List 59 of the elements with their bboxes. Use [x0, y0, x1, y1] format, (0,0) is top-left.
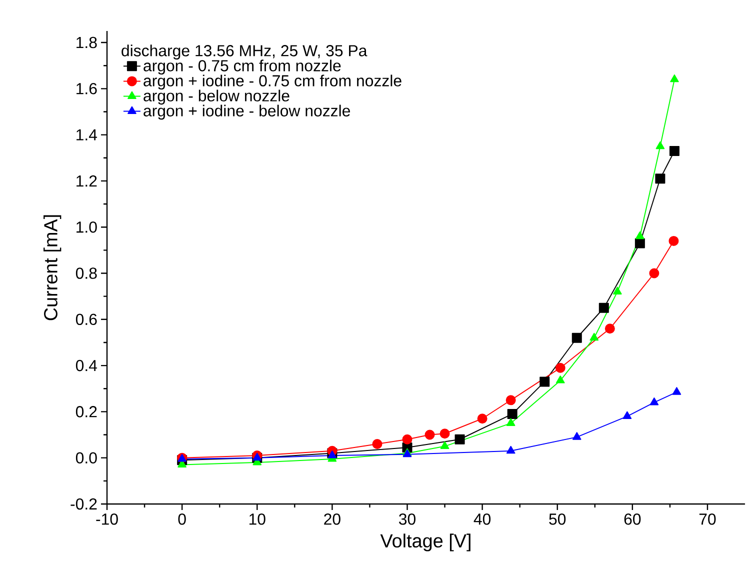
- point: [506, 395, 516, 406]
- legend-label: argon + iodine - below nozzle: [144, 104, 350, 120]
- point: [655, 174, 666, 184]
- x-tick-label: 50: [549, 514, 566, 525]
- point: [622, 411, 632, 420]
- x-tick-label: 20: [324, 514, 340, 525]
- y-tick-label: 0.2: [76, 406, 97, 418]
- legend-label: argon - 0.75 cm from nozzle: [144, 60, 341, 75]
- x-tick-label: 10: [249, 514, 266, 525]
- point: [604, 324, 615, 334]
- point: [672, 387, 682, 395]
- legend-label: argon + iodine - 0.75 cm from nozzle: [144, 74, 402, 90]
- point: [636, 231, 644, 240]
- y-tick-label: 1.8: [76, 36, 97, 48]
- point: [650, 397, 659, 406]
- legend-label: argon - below nozzle: [144, 90, 290, 105]
- y-axis-title: Current [mA]: [44, 215, 62, 320]
- point: [634, 238, 645, 248]
- point: [402, 434, 412, 444]
- point: [656, 141, 665, 150]
- x-tick-label: 30: [398, 514, 416, 525]
- point: [556, 376, 565, 384]
- point: [440, 428, 450, 439]
- x-tick-label: -10: [96, 514, 118, 525]
- y-tick-label: -0.2: [70, 498, 97, 510]
- point: [649, 268, 660, 278]
- y-tick-label: 0.6: [76, 314, 97, 326]
- x-tick-label: 0: [178, 514, 186, 525]
- point: [668, 236, 679, 246]
- y-tick-label: 1.0: [76, 221, 97, 233]
- y-tick-label: 1.6: [76, 83, 97, 94]
- y-tick-label: 1.2: [76, 175, 97, 187]
- y-tick-label: 0.4: [76, 360, 98, 372]
- x-tick-label: 70: [699, 514, 716, 525]
- point: [477, 414, 488, 424]
- point: [572, 432, 582, 440]
- y-tick-label: 0.8: [76, 268, 97, 279]
- x-axis-title: Voltage [V]: [380, 534, 470, 552]
- point: [454, 434, 465, 444]
- point: [540, 376, 550, 387]
- point: [613, 286, 622, 294]
- point: [440, 441, 450, 450]
- x-tick-label: 60: [624, 514, 641, 525]
- point: [507, 409, 518, 419]
- legend-title: discharge 13.56 MHz, 25 W, 35 Pa: [122, 44, 368, 60]
- point: [598, 302, 609, 313]
- point: [506, 418, 516, 426]
- y-tick-label: 0.0: [76, 452, 97, 464]
- x-tick-label: 40: [474, 514, 491, 525]
- point: [572, 332, 582, 343]
- point: [328, 450, 337, 458]
- point: [506, 446, 516, 454]
- point: [424, 430, 435, 440]
- y-tick-label: 1.4: [76, 129, 98, 140]
- point: [669, 146, 680, 156]
- point: [555, 362, 566, 373]
- point: [670, 74, 679, 82]
- point: [372, 438, 382, 449]
- point: [590, 332, 599, 341]
